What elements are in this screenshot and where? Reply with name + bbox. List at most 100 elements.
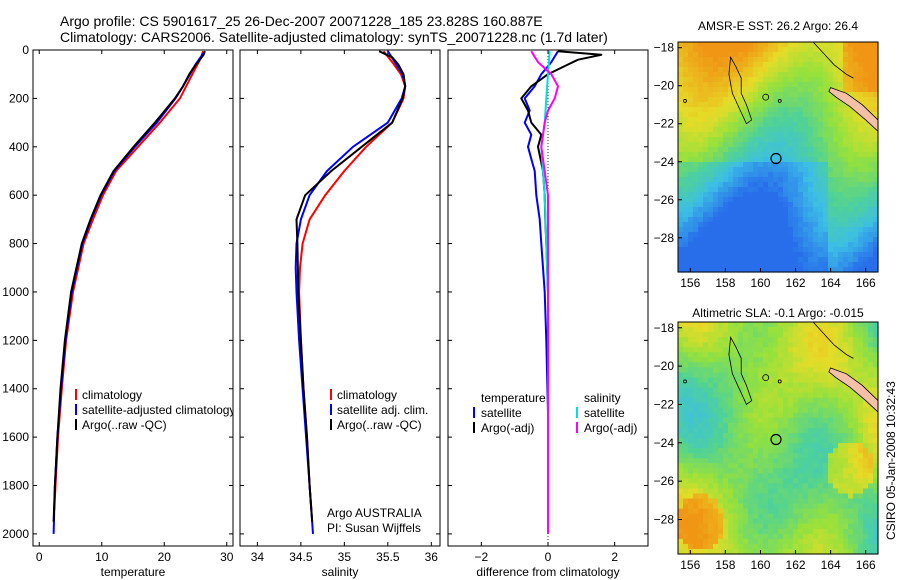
map-cell <box>788 508 794 515</box>
map-cell <box>818 87 824 93</box>
map-cell <box>763 443 769 449</box>
y-tick-label: −22 <box>654 117 675 131</box>
map-cell <box>698 412 704 419</box>
map-cell <box>793 167 799 173</box>
map-cell <box>858 252 864 258</box>
map-cell <box>753 67 759 73</box>
map-cell <box>838 202 844 208</box>
map-cell <box>863 407 869 414</box>
map-cell <box>748 392 754 399</box>
map-cell <box>688 427 694 434</box>
map-cell <box>723 438 729 444</box>
map-cell <box>683 267 689 273</box>
map-cell <box>703 332 709 338</box>
map-cell <box>873 478 879 484</box>
map-cell <box>858 97 864 103</box>
map-cell <box>853 518 859 525</box>
map-cell <box>823 157 829 163</box>
map-cell <box>758 102 764 108</box>
map-cell <box>738 107 744 113</box>
map-cell <box>778 147 784 153</box>
map-cell <box>803 192 809 198</box>
map-cell <box>703 52 709 58</box>
map-cell <box>773 87 779 93</box>
map-cell <box>828 152 834 158</box>
map-cell <box>843 347 849 353</box>
map-cell <box>768 137 774 143</box>
map-cell <box>773 392 779 399</box>
map-cell <box>678 127 684 133</box>
map-cell <box>783 222 789 228</box>
map-cell <box>803 322 809 328</box>
map-cell <box>778 132 784 138</box>
map-cell <box>803 543 809 550</box>
map-cell <box>703 247 709 253</box>
map-cell <box>743 473 749 479</box>
map-cell <box>853 162 859 168</box>
map-cell <box>713 42 719 48</box>
map-cell <box>823 387 829 394</box>
map-cell <box>838 327 844 333</box>
map-cell <box>838 463 844 469</box>
map-cell <box>753 57 759 63</box>
map-cell <box>723 157 729 163</box>
map-cell <box>793 513 799 520</box>
map-cell <box>728 468 734 474</box>
map-cell <box>683 137 689 143</box>
map-cell <box>683 347 689 353</box>
map-cell <box>853 157 859 163</box>
map-cell <box>753 87 759 93</box>
map-cell <box>853 372 859 379</box>
map-cell <box>728 262 734 268</box>
map-cell <box>793 152 799 158</box>
map-cell <box>873 362 879 368</box>
map-cell <box>793 222 799 228</box>
map-cell <box>758 72 764 78</box>
map-cell <box>723 382 729 389</box>
map-cell <box>718 327 724 333</box>
map-cell <box>818 533 824 540</box>
map-cell <box>688 187 694 193</box>
map-cell <box>873 453 879 459</box>
map-cell <box>683 543 689 550</box>
map-cell <box>748 493 754 500</box>
map-cell <box>868 382 874 389</box>
map-cell <box>818 92 824 98</box>
map-cell <box>743 52 749 58</box>
map-cell <box>798 332 804 338</box>
map-cell <box>703 122 709 128</box>
map-cell <box>703 262 709 268</box>
map-cell <box>843 473 849 479</box>
map-cell <box>853 182 859 188</box>
map-cell <box>678 397 684 404</box>
map-cell <box>848 52 854 58</box>
map-cell <box>868 97 874 103</box>
map-cell <box>748 407 754 414</box>
map-cell <box>768 92 774 98</box>
map-cell <box>793 322 799 328</box>
map-cell <box>838 367 844 374</box>
map-cell <box>868 503 874 510</box>
map-cell <box>788 237 794 243</box>
map-cell <box>788 538 794 545</box>
map-cell <box>793 227 799 233</box>
map-cell <box>873 458 879 464</box>
map-cell <box>748 212 754 218</box>
map-cell <box>828 107 834 113</box>
map-cell <box>738 132 744 138</box>
map-cell <box>743 332 749 338</box>
map-cell <box>808 528 814 535</box>
map-cell <box>798 97 804 103</box>
map-cell <box>858 397 864 404</box>
map-cell <box>843 242 849 248</box>
map-cell <box>678 62 684 68</box>
map-cell <box>793 382 799 389</box>
map-cell <box>688 117 694 123</box>
map-cell <box>758 453 764 459</box>
map-cell <box>833 237 839 243</box>
map-cell <box>783 82 789 88</box>
map-cell <box>703 237 709 243</box>
map-cell <box>728 47 734 53</box>
map-cell <box>748 242 754 248</box>
map-cell <box>763 347 769 353</box>
